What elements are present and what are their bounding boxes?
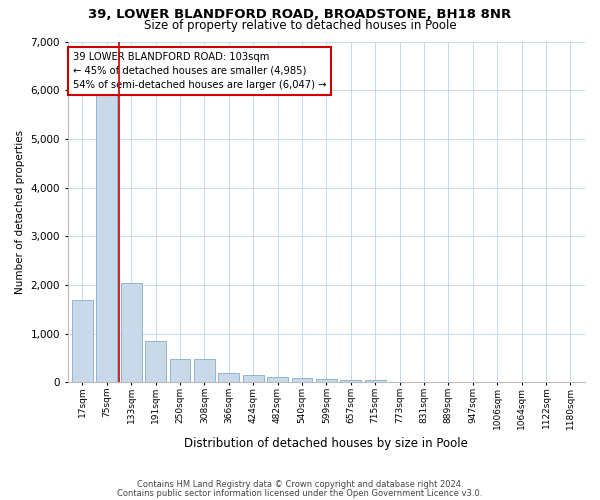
Bar <box>218 372 239 382</box>
Text: 39, LOWER BLANDFORD ROAD, BROADSTONE, BH18 8NR: 39, LOWER BLANDFORD ROAD, BROADSTONE, BH… <box>88 8 512 20</box>
Y-axis label: Number of detached properties: Number of detached properties <box>15 130 25 294</box>
Bar <box>121 282 142 382</box>
Bar <box>365 380 386 382</box>
Bar <box>316 380 337 382</box>
Bar <box>170 358 190 382</box>
Bar <box>292 378 313 382</box>
Text: 39 LOWER BLANDFORD ROAD: 103sqm
← 45% of detached houses are smaller (4,985)
54%: 39 LOWER BLANDFORD ROAD: 103sqm ← 45% of… <box>73 52 326 90</box>
Bar <box>267 378 288 382</box>
Bar <box>72 300 93 382</box>
Bar <box>145 341 166 382</box>
Text: Contains public sector information licensed under the Open Government Licence v3: Contains public sector information licen… <box>118 488 482 498</box>
X-axis label: Distribution of detached houses by size in Poole: Distribution of detached houses by size … <box>184 437 468 450</box>
Bar <box>194 358 215 382</box>
Bar <box>97 88 117 382</box>
Bar <box>340 380 361 382</box>
Bar <box>243 376 263 382</box>
Text: Size of property relative to detached houses in Poole: Size of property relative to detached ho… <box>143 18 457 32</box>
Text: Contains HM Land Registry data © Crown copyright and database right 2024.: Contains HM Land Registry data © Crown c… <box>137 480 463 489</box>
